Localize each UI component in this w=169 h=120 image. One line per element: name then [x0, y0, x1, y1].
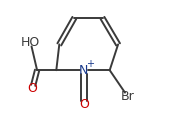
- Text: O: O: [27, 82, 37, 95]
- Text: O: O: [79, 98, 89, 111]
- Text: +: +: [87, 59, 94, 69]
- Text: HO: HO: [21, 36, 40, 48]
- Text: N: N: [79, 64, 89, 77]
- Text: Br: Br: [121, 90, 135, 103]
